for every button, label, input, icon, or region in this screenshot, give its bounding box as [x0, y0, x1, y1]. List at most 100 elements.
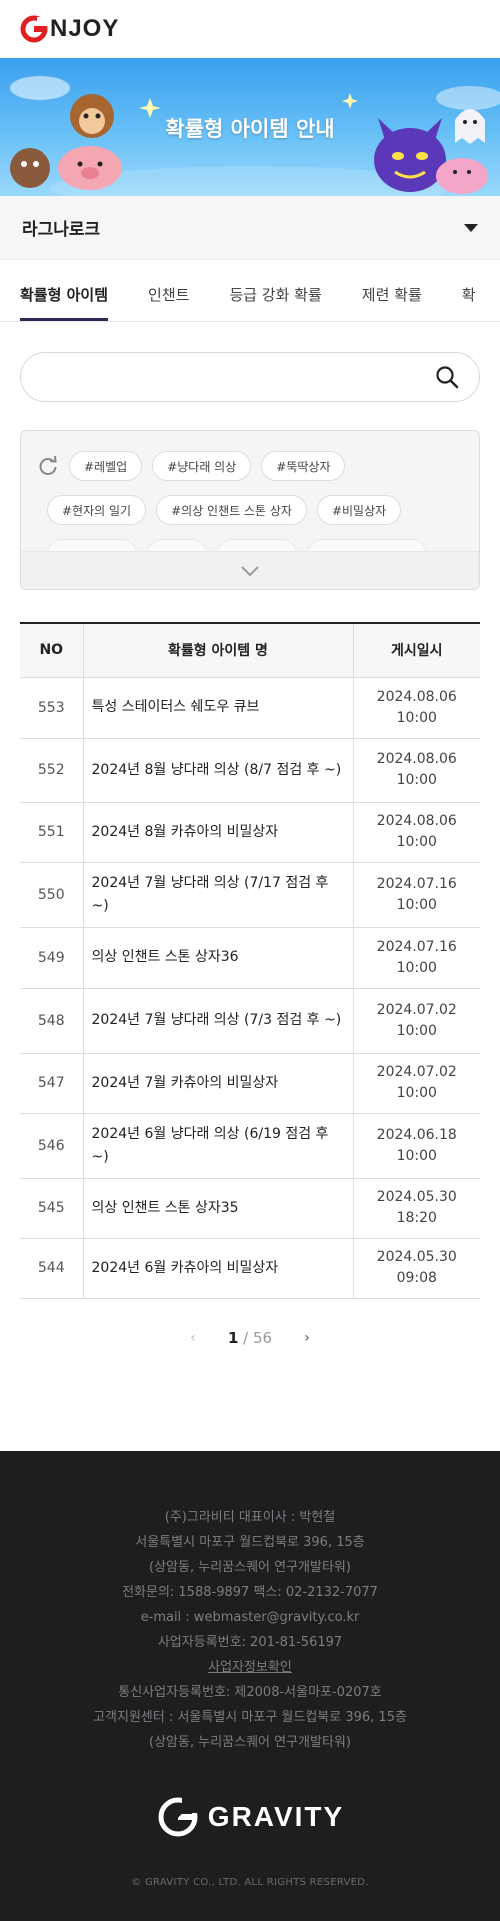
row-item-name[interactable]: 2024년 8월 카츄아의 비밀상자: [82, 802, 353, 863]
row-date-time: 10:00: [396, 959, 437, 976]
row-item-name[interactable]: 2024년 6월 냥다래 의상 (6/19 점검 후 ~): [82, 1113, 353, 1179]
tag-nyangdarae-costume[interactable]: #냥다래 의상: [152, 451, 252, 481]
row-item-name[interactable]: 의상 인챈트 스톤 상자36: [82, 927, 353, 989]
row-date: 2024.08.06 10:00: [352, 802, 480, 863]
tab-probability-items[interactable]: 확률형 아이템: [20, 284, 109, 321]
tab-refine[interactable]: 제련 확률: [361, 286, 422, 304]
table-row[interactable]: 544 2024년 6월 카츄아의 비밀상자 2024.05.30 09:08: [20, 1238, 480, 1299]
row-item-name[interactable]: 2024년 8월 냥다래 의상 (8/7 점검 후 ~): [82, 738, 353, 803]
row-item-name[interactable]: 의상 인챈트 스톤 상자35: [82, 1178, 353, 1239]
tag-expand-button[interactable]: [21, 551, 479, 589]
table-row[interactable]: 545 의상 인챈트 스톤 상자35 2024.05.30 18:20: [20, 1178, 480, 1239]
gravity-logo: GRAVITY: [0, 1795, 500, 1839]
refresh-icon[interactable]: [37, 455, 59, 477]
header-no: NO: [20, 623, 83, 678]
logo-text: NJOY: [50, 15, 120, 42]
company-info: (주)그라비티 대표이사 : 박현철 서울특별시 마포구 월드컵북로 396, …: [0, 1451, 500, 1755]
row-no: 553: [20, 677, 83, 739]
table-row[interactable]: 553 특성 스테이터스 쉐도우 큐브 2024.08.06 10:00: [20, 677, 480, 739]
search-icon[interactable]: [435, 365, 459, 389]
row-date-time: 10:00: [396, 772, 437, 788]
row-date-time: 10:00: [396, 896, 437, 913]
caret-down-icon: [464, 223, 478, 232]
tag-sage-diary[interactable]: #현자의 일기: [47, 495, 147, 525]
row-date-day: 2024.07.02: [376, 1064, 457, 1080]
footer-support-center: 고객지원센터 : 서울특별시 마포구 월드컵북로 396, 15층: [93, 1710, 407, 1725]
search-box: [20, 352, 480, 402]
row-date: 2024.07.16 10:00: [352, 862, 480, 928]
table-row[interactable]: 547 2024년 7월 카츄아의 비밀상자 2024.07.02 10:00: [20, 1053, 480, 1114]
item-table: NO 확률형 아이템 명 게시일시 553 특성 스테이터스 쉐도우 큐브 20…: [20, 622, 480, 1299]
pagination: ‹ 1 / 56 ›: [0, 1323, 500, 1353]
item-table-wrap: NO 확률형 아이템 명 게시일시 553 특성 스테이터스 쉐도우 큐브 20…: [20, 622, 480, 1299]
table-row[interactable]: 546 2024년 6월 냥다래 의상 (6/19 점검 후 ~) 2024.0…: [20, 1113, 480, 1179]
tag-box: #레벨업 #냥다래 의상 #뚝딱상자 #현자의 일기 #의상 인챈트 스톤 상자…: [20, 430, 480, 590]
footer-phone-fax: 전화문의: 1588-9897 팩스: 02-2132-7077: [122, 1585, 378, 1600]
row-date-time: 18:20: [396, 1210, 437, 1226]
row-date-time: 10:00: [396, 1085, 437, 1101]
row-date-day: 2024.08.06: [376, 813, 457, 829]
footer-telecom-number: 통신사업자등록번호: 제2008-서울마포-0207호: [118, 1685, 382, 1700]
row-date-time: 10:00: [396, 1022, 437, 1039]
tab-more[interactable]: 확: [461, 286, 476, 304]
row-date: 2024.05.30 18:20: [352, 1178, 480, 1239]
table-row[interactable]: 551 2024년 8월 카츄아의 비밀상자 2024.08.06 10:00: [20, 802, 480, 863]
banner-title: 확률형 아이템 안내: [165, 117, 335, 141]
row-date: 2024.07.02 10:00: [352, 1053, 480, 1114]
row-date: 2024.08.06 10:00: [352, 738, 480, 803]
row-date: 2024.07.02 10:00: [352, 988, 480, 1054]
row-item-name[interactable]: 2024년 7월 냥다래 의상 (7/3 점검 후 ~): [82, 988, 353, 1054]
row-date: 2024.06.18 10:00: [352, 1113, 480, 1179]
row-item-name[interactable]: 2024년 7월 카츄아의 비밀상자: [82, 1053, 353, 1114]
gravity-logo-icon: [158, 1797, 198, 1837]
business-info-link[interactable]: 사업자정보확인: [208, 1660, 292, 1675]
row-date-time: 09:08: [396, 1270, 437, 1286]
gnjoy-logo[interactable]: NJOY: [20, 15, 119, 43]
page-indicator: 1 / 56: [227, 1328, 273, 1347]
tag-row-1: #레벨업 #냥다래 의상 #뚝딱상자: [21, 451, 479, 481]
gnjoy-logo-icon: [20, 15, 48, 43]
row-date-day: 2024.06.18: [376, 1126, 457, 1143]
footer-business-number: 사업자등록번호: 201-81-56197: [157, 1635, 343, 1650]
tag-row-2: #현자의 일기 #의상 인챈트 스톤 상자 #비밀상자: [21, 495, 479, 525]
row-date-time: 10:00: [396, 709, 437, 726]
search-input[interactable]: [41, 353, 435, 401]
game-select-dropdown[interactable]: 라그나로크: [0, 196, 500, 260]
table-row[interactable]: 552 2024년 8월 냥다래 의상 (8/7 점검 후 ~) 2024.08…: [20, 738, 480, 803]
footer-company-ceo: (주)그라비티 대표이사 : 박현철: [164, 1510, 336, 1525]
prev-page-button[interactable]: ‹: [190, 1329, 196, 1346]
tab-enchant[interactable]: 인챈트: [148, 286, 190, 304]
game-select-value: 라그나로크: [22, 220, 101, 240]
current-page: 1: [227, 1328, 239, 1347]
footer-support-address-detail: (상암동, 누리꿈스퀘어 연구개발타워): [149, 1735, 351, 1750]
banner-illustration: [10, 76, 500, 196]
row-date: 2024.07.16 10:00: [352, 927, 480, 989]
row-item-name[interactable]: 2024년 7월 냥다래 의상 (7/17 점검 후 ~): [82, 862, 353, 928]
footer-address: 서울특별시 마포구 월드컵북로 396, 15층: [135, 1535, 365, 1550]
gravity-logo-text: GRAVITY: [207, 1801, 345, 1832]
row-date: 2024.08.06 10:00: [352, 677, 480, 739]
row-date: 2024.05.30 09:08: [352, 1238, 480, 1299]
tab-bar: 확률형 아이템 인챈트 등급 강화 확률 제련 확률 확: [0, 260, 500, 322]
tab-grade-upgrade[interactable]: 등급 강화 확률: [229, 286, 322, 304]
table-row[interactable]: 550 2024년 7월 냥다래 의상 (7/17 점검 후 ~) 2024.0…: [20, 862, 480, 928]
row-no: 544: [20, 1238, 83, 1299]
row-item-name[interactable]: 특성 스테이터스 쉐도우 큐브: [82, 677, 353, 739]
tag-secret-box[interactable]: #비밀상자: [316, 495, 402, 525]
copyright: © GRAVITY CO., LTD. ALL RIGHTS RESERVED.: [131, 1877, 369, 1888]
tag-ttukttak-box[interactable]: #뚝딱상자: [261, 451, 346, 481]
table-row[interactable]: 549 의상 인챈트 스톤 상자36 2024.07.16 10:00: [20, 927, 480, 989]
footer-address-detail: (상암동, 누리꿈스퀘어 연구개발타워): [149, 1560, 351, 1575]
tag-levelup[interactable]: #레벨업: [69, 451, 143, 481]
total-pages: 56: [252, 1328, 273, 1347]
table-row[interactable]: 548 2024년 7월 냥다래 의상 (7/3 점검 후 ~) 2024.07…: [20, 988, 480, 1054]
tag-costume-enchant-box[interactable]: #의상 인챈트 스톤 상자: [156, 495, 307, 525]
top-bar: NJOY: [0, 0, 500, 58]
row-no: 545: [20, 1178, 83, 1239]
next-page-button[interactable]: ›: [304, 1329, 310, 1346]
row-item-name[interactable]: 2024년 6월 카츄아의 비밀상자: [82, 1238, 353, 1299]
banner: 확률형 아이템 안내: [0, 58, 500, 196]
row-date-day: 2024.07.16: [376, 938, 457, 955]
row-date-day: 2024.07.16: [376, 875, 457, 892]
footer-email: e-mail : webmaster@gravity.co.kr: [140, 1610, 360, 1625]
